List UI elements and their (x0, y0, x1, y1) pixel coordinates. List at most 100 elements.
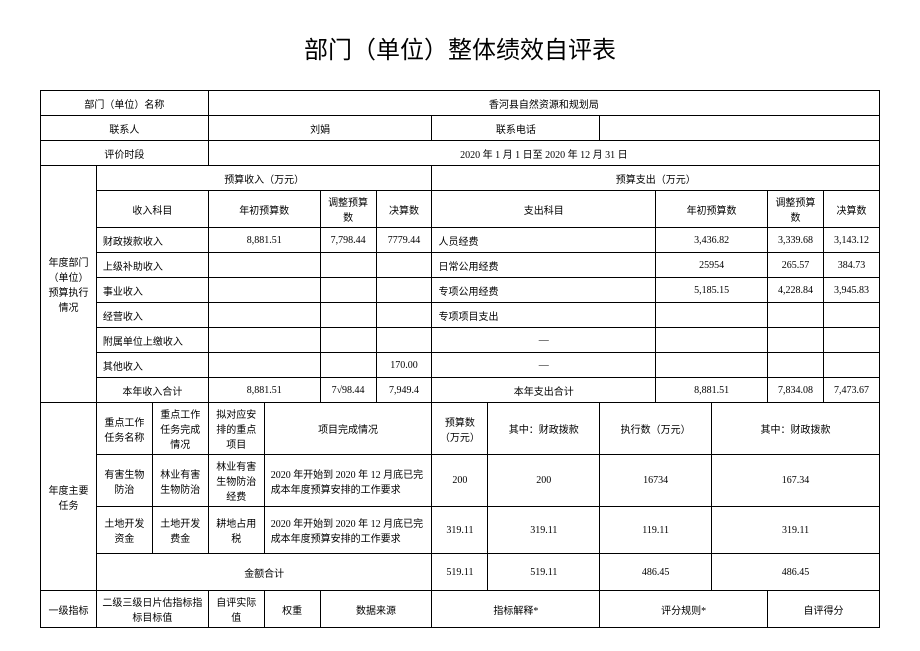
income-cell (320, 328, 376, 353)
expend-cell: 265.57 (767, 253, 823, 278)
expend-cell (823, 328, 879, 353)
expend-col: 决算数 (823, 191, 879, 228)
expend-cell (823, 303, 879, 328)
expend-col: 年初预算数 (656, 191, 768, 228)
expend-cell: 3,339.68 (767, 228, 823, 253)
expend-cell: 3,436.82 (656, 228, 768, 253)
task-cell: 耕地占用税 (208, 507, 264, 554)
expend-cell: 384.73 (823, 253, 879, 278)
income-cell (376, 303, 432, 328)
income-col: 收入科目 (96, 191, 208, 228)
income-cell: 事业收入 (96, 278, 208, 303)
income-cell: 其他收入 (96, 353, 208, 378)
expend-cell: 3,945.83 (823, 278, 879, 303)
expend-cell (767, 353, 823, 378)
expend-cell (767, 303, 823, 328)
income-col: 调整预算数 (320, 191, 376, 228)
expend-cell: 人员经费 (432, 228, 656, 253)
expend-total-label: 本年支出合计 (432, 378, 656, 403)
income-col: 年初预算数 (208, 191, 320, 228)
expend-total: 8,881.51 (656, 378, 768, 403)
total-cell: 519.11 (432, 554, 488, 591)
income-cell (320, 253, 376, 278)
indicator-col: 权重 (264, 591, 320, 628)
income-col: 决算数 (376, 191, 432, 228)
expend-cell (656, 353, 768, 378)
expend-cell: 3,143.12 (823, 228, 879, 253)
contact-label: 联系人 (41, 116, 209, 141)
dept-name-label: 部门（单位）名称 (41, 91, 209, 116)
expend-cell (767, 328, 823, 353)
task-cell: 2020 年开始到 2020 年 12 月底已完成本年度预算安排的工作要求 (264, 455, 432, 507)
task-cell: 319.11 (488, 507, 600, 554)
income-cell: 170.00 (376, 353, 432, 378)
income-cell: 8,881.51 (208, 228, 320, 253)
tasks-col: 执行数（万元） (600, 403, 712, 455)
income-cell (208, 303, 320, 328)
income-cell: 财政拨款收入 (96, 228, 208, 253)
total-cell: 486.45 (712, 554, 880, 591)
income-cell: 经营收入 (96, 303, 208, 328)
expend-total: 7,834.08 (767, 378, 823, 403)
task-cell: 200 (488, 455, 600, 507)
income-cell (320, 303, 376, 328)
tasks-col: 重点工作任务完成情况 (152, 403, 208, 455)
task-cell: 16734 (600, 455, 712, 507)
income-cell (320, 278, 376, 303)
expend-cell: 专项项目支出 (432, 303, 656, 328)
income-cell: 上级补助收入 (96, 253, 208, 278)
expend-cell (656, 303, 768, 328)
task-cell: 319.11 (432, 507, 488, 554)
expend-col: 调整预算数 (767, 191, 823, 228)
task-cell: 2020 年开始到 2020 年 12 月底已完成本年度预算安排的工作要求 (264, 507, 432, 554)
tasks-section-label: 年度主要任务 (41, 403, 97, 591)
budget-section-label: 年度部门（单位）预算执行情况 (41, 166, 97, 403)
income-cell (376, 253, 432, 278)
expend-cell: 5,185.15 (656, 278, 768, 303)
indicator-col: 自评实际值 (208, 591, 264, 628)
task-cell: 林业有害生物防治经费 (208, 455, 264, 507)
income-cell (208, 278, 320, 303)
expend-cell: 4,228.84 (767, 278, 823, 303)
total-label: 金额合计 (96, 554, 432, 591)
period-label: 评价时段 (41, 141, 209, 166)
expend-total: 7,473.67 (823, 378, 879, 403)
expend-cell: 日常公用经费 (432, 253, 656, 278)
income-cell (320, 353, 376, 378)
income-cell (376, 328, 432, 353)
total-cell: 519.11 (488, 554, 600, 591)
main-table: 部门（单位）名称 香河县自然资源和规划局 联系人 刘娟 联系电话 评价时段 20… (40, 90, 880, 628)
tasks-col: 预算数（万元） (432, 403, 488, 455)
indicator-col: 二级三级日片估指标指标目标值 (96, 591, 208, 628)
income-cell: 附属单位上缴收入 (96, 328, 208, 353)
expend-cell (823, 353, 879, 378)
income-total-label: 本年收入合计 (96, 378, 208, 403)
period: 2020 年 1 月 1 日至 2020 年 12 月 31 日 (208, 141, 879, 166)
income-total: 8,881.51 (208, 378, 320, 403)
indicator-col: 指标解释* (432, 591, 600, 628)
indicator-col: 数据来源 (320, 591, 432, 628)
expend-col: 支出科目 (432, 191, 656, 228)
expend-cell: — (432, 353, 656, 378)
income-cell (376, 278, 432, 303)
income-total: 7,949.4 (376, 378, 432, 403)
tasks-col: 其中：财政拨款 (488, 403, 600, 455)
task-cell: 200 (432, 455, 488, 507)
phone-label: 联系电话 (432, 116, 600, 141)
expend-cell: — (432, 328, 656, 353)
expend-cell: 25954 (656, 253, 768, 278)
task-cell: 319.11 (712, 507, 880, 554)
task-cell: 119.11 (600, 507, 712, 554)
task-cell: 林业有害生物防治 (152, 455, 208, 507)
indicator-left-label: 一级指标 (41, 591, 97, 628)
income-cell (208, 328, 320, 353)
income-total: 7√98.44 (320, 378, 376, 403)
expend-cell: 专项公用经费 (432, 278, 656, 303)
income-cell: 7,798.44 (320, 228, 376, 253)
task-cell: 土地开发费金 (152, 507, 208, 554)
expend-title: 预算支出（万元） (432, 166, 880, 191)
expend-cell (656, 328, 768, 353)
income-cell: 7779.44 (376, 228, 432, 253)
tasks-col: 项目完成情况 (264, 403, 432, 455)
task-cell: 土地开发资金 (96, 507, 152, 554)
